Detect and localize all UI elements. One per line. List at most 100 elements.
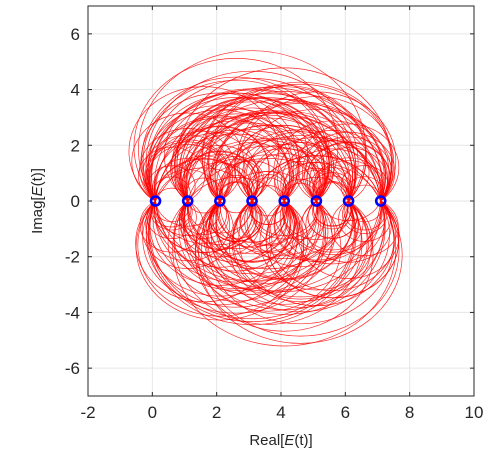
trajectory-arc bbox=[155, 200, 221, 227]
trajectory-arc bbox=[269, 200, 396, 292]
trajectory-arc bbox=[142, 80, 330, 202]
trajectory-arc bbox=[304, 136, 393, 202]
trajectory-arc bbox=[180, 200, 292, 272]
trajectory-arc bbox=[187, 158, 349, 202]
trajectory-arc bbox=[234, 125, 335, 202]
trajectory-arc bbox=[246, 200, 354, 268]
trajectory-arc bbox=[139, 200, 204, 253]
trajectory-arc bbox=[209, 200, 295, 262]
trajectory-arc bbox=[145, 70, 359, 202]
trajectory-arcs bbox=[128, 50, 403, 347]
trajectory-arc bbox=[210, 200, 390, 313]
trajectory-arc bbox=[219, 135, 382, 202]
trajectory-arc bbox=[248, 174, 288, 202]
trajectory-arc bbox=[149, 200, 291, 286]
trajectory-arc bbox=[249, 200, 287, 226]
trajectory-arc bbox=[155, 200, 349, 275]
energy-point bbox=[246, 195, 258, 207]
trajectory-arc bbox=[194, 200, 374, 332]
trajectory-arc bbox=[217, 200, 288, 243]
trajectory-arc bbox=[149, 115, 291, 202]
trajectory-arc bbox=[210, 124, 326, 202]
trajectory-arc bbox=[185, 129, 319, 202]
trajectory-arc bbox=[313, 160, 384, 202]
x-tick-label: 2 bbox=[212, 403, 221, 422]
trajectory-arc bbox=[202, 86, 367, 202]
y-tick-label: 6 bbox=[71, 25, 80, 44]
y-tick-label: 0 bbox=[71, 192, 80, 211]
trajectory-arc bbox=[155, 200, 349, 282]
trajectory-arc bbox=[183, 154, 257, 202]
trajectory-arc bbox=[215, 200, 353, 280]
y-tick-labels: -6 -4 -2 0 2 4 6 bbox=[65, 25, 80, 378]
trajectory-arc bbox=[279, 200, 386, 265]
trajectory-arc bbox=[219, 148, 349, 202]
trajectory-arc bbox=[202, 200, 270, 255]
trajectory-arc bbox=[207, 200, 329, 284]
x-tick-label: 4 bbox=[276, 403, 285, 422]
energy-point bbox=[310, 195, 323, 207]
trajectory-arc bbox=[231, 200, 369, 302]
trajectory-arc bbox=[187, 200, 317, 262]
trajectory-arc bbox=[283, 177, 349, 202]
trajectory-arc bbox=[204, 109, 333, 202]
trajectory-arc bbox=[185, 112, 352, 202]
trajectory-arc bbox=[196, 200, 309, 289]
y-tick-label: -6 bbox=[65, 359, 80, 378]
trajectory-arc bbox=[150, 200, 193, 231]
trajectory-arc bbox=[153, 132, 286, 202]
x-axis-label: Real[E(t)] bbox=[249, 432, 312, 449]
trajectory-arc bbox=[147, 200, 357, 326]
trajectory-arc bbox=[330, 200, 399, 257]
trajectory-arc bbox=[219, 154, 317, 202]
trajectory-arc bbox=[145, 200, 294, 297]
energy-point bbox=[278, 195, 291, 207]
trajectory-arc bbox=[145, 200, 231, 262]
x-tick-label: 0 bbox=[148, 403, 157, 422]
energy-points bbox=[149, 195, 387, 207]
trajectory-arc bbox=[185, 162, 255, 202]
trajectory-arc bbox=[149, 200, 355, 320]
trajectory-arc bbox=[283, 167, 350, 202]
trajectory-arc bbox=[248, 142, 352, 202]
trajectory-arc bbox=[273, 200, 360, 262]
y-axis-label: Imag[E(t)] bbox=[29, 168, 46, 234]
trajectory-arc bbox=[187, 200, 253, 234]
y-tick-label: -4 bbox=[65, 303, 80, 322]
trajectory-arc bbox=[215, 200, 386, 298]
y-tick-label: 4 bbox=[71, 81, 80, 100]
tick-marks bbox=[87, 6, 475, 396]
trajectory-arc bbox=[215, 200, 289, 248]
trajectory-arc bbox=[212, 112, 356, 202]
trajectory-arc bbox=[180, 200, 227, 235]
trajectory-arc bbox=[282, 161, 351, 202]
trajectory-arc bbox=[174, 97, 330, 202]
trajectory-arc bbox=[216, 140, 321, 202]
trajectory-arc bbox=[187, 110, 382, 202]
trajectory-arc bbox=[208, 83, 393, 202]
trajectory-arc bbox=[135, 200, 273, 303]
trajectory-arc bbox=[244, 200, 325, 256]
trajectory-arc bbox=[313, 200, 352, 227]
trajectory-arc bbox=[206, 200, 299, 269]
x-tick-label: -2 bbox=[80, 403, 95, 422]
trajectory-arc bbox=[209, 200, 296, 263]
trajectory-arc bbox=[172, 200, 397, 347]
trajectory-arc bbox=[236, 200, 300, 252]
trajectory-arc bbox=[173, 200, 299, 289]
trajectory-arc bbox=[138, 50, 366, 202]
trajectory-arc bbox=[152, 158, 224, 202]
trajectory-arc bbox=[179, 200, 261, 258]
trajectory-arc bbox=[181, 151, 258, 202]
trajectory-arc bbox=[147, 109, 293, 202]
x-tick-labels: -2 0 2 4 6 8 10 bbox=[80, 403, 483, 422]
energy-point bbox=[342, 195, 355, 207]
x-tick-label: 10 bbox=[465, 403, 484, 422]
trajectory-arc bbox=[316, 200, 382, 222]
trajectory-arc bbox=[214, 101, 387, 202]
trajectory-arc bbox=[151, 88, 354, 202]
trajectory-arc bbox=[187, 177, 285, 202]
trajectory-arc bbox=[182, 200, 258, 250]
trajectory-arc bbox=[142, 200, 298, 306]
